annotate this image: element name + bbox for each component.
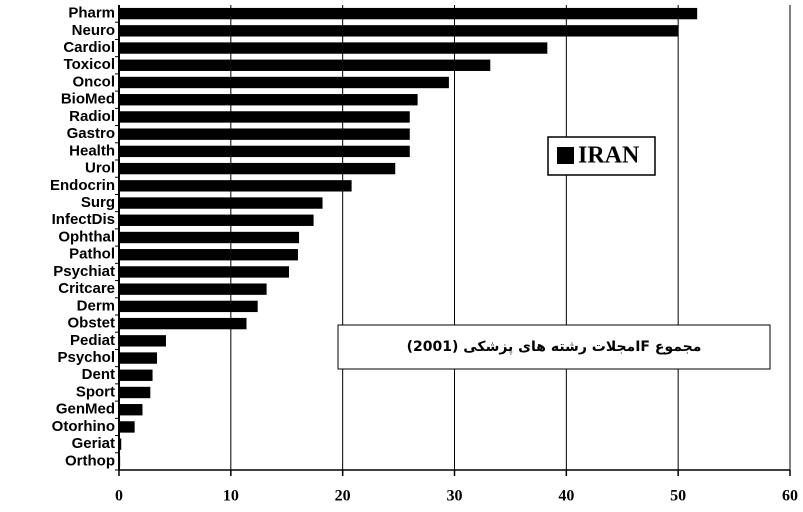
y-tick-label: InfectDis — [52, 211, 115, 228]
bar — [119, 266, 289, 278]
bar — [119, 421, 135, 433]
legend-swatch — [557, 147, 574, 164]
x-tick-label: 60 — [782, 488, 798, 505]
annotation: مجموع IFمجلات رشته های پزشکی (2001) — [407, 339, 702, 355]
bar — [119, 438, 122, 450]
y-tick-label: Psychiat — [53, 263, 115, 280]
y-tick-label: Critcare — [58, 280, 115, 297]
annotation-box — [337, 324, 771, 370]
bar — [119, 317, 247, 330]
y-tick-label: Derm — [77, 297, 115, 314]
bar — [119, 111, 410, 123]
bar — [119, 404, 143, 416]
bar — [119, 128, 410, 140]
y-tick-label: Dent — [82, 366, 115, 383]
bar — [119, 300, 258, 313]
x-tick-label: 20 — [335, 488, 351, 505]
bar — [119, 231, 300, 244]
bar — [119, 94, 418, 106]
y-tick-label: Urol — [85, 160, 115, 177]
bar — [119, 214, 314, 226]
bar — [119, 455, 121, 468]
x-tick-label: 30 — [447, 488, 463, 505]
y-tick-label: Sport — [76, 383, 115, 400]
y-tick-label: Health — [69, 142, 115, 159]
bar — [119, 386, 151, 399]
bar — [119, 335, 166, 347]
bar — [119, 162, 396, 175]
y-tick-label: Radiol — [69, 108, 115, 125]
y-tick-label: Pharm — [68, 5, 115, 22]
bar — [119, 369, 153, 381]
y-tick-label: Gastro — [67, 125, 115, 142]
bar — [119, 42, 548, 54]
bar — [119, 249, 298, 261]
y-tick-label: Otorhino — [52, 418, 115, 435]
x-tick-label: 40 — [558, 488, 574, 505]
y-tick-label: Ophthal — [58, 228, 115, 245]
bar — [119, 7, 698, 20]
bar — [119, 197, 323, 209]
bar — [119, 76, 449, 89]
y-tick-label: Neuro — [72, 22, 115, 39]
y-tick-label: GenMed — [56, 401, 115, 418]
y-tick-label: Surg — [81, 194, 115, 211]
bar — [119, 283, 267, 295]
bar — [119, 145, 410, 158]
x-tick-label: 10 — [223, 488, 239, 505]
y-tick-label: BioMed — [61, 91, 115, 108]
y-tick-label: Endocrin — [50, 177, 115, 194]
y-tick-label: Cardiol — [63, 39, 115, 56]
bar — [119, 352, 158, 364]
bar — [119, 25, 679, 37]
y-tick-label: Psychol — [57, 349, 115, 366]
y-tick-label: Pediat — [70, 332, 115, 349]
bar — [119, 180, 352, 192]
y-tick-label: Obstet — [67, 315, 115, 332]
x-tick-label: 0 — [115, 488, 123, 505]
bar — [119, 59, 491, 71]
y-tick-label: Orthop — [65, 452, 115, 469]
y-tick-label: Toxicol — [64, 56, 115, 73]
y-tick-label: Geriat — [72, 435, 115, 452]
y-tick-label: Pathol — [69, 246, 115, 263]
legend-label: IRAN — [578, 143, 640, 169]
y-tick-label: Oncol — [72, 73, 115, 90]
legend-box — [547, 136, 656, 176]
x-tick-label: 50 — [670, 488, 686, 505]
